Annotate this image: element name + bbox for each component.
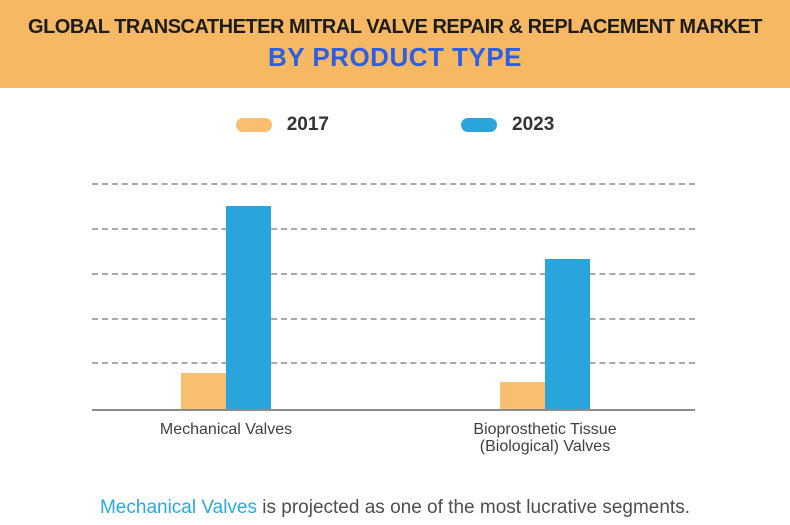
footer-caption: Mechanical Valves is projected as one of… (0, 496, 790, 520)
bar-2023-mechanical-valves (226, 205, 271, 409)
bar-2017-mechanical-valves (181, 373, 226, 409)
gridline (92, 362, 695, 365)
bar-2017-bioprosthetic-valves (500, 382, 545, 409)
plot-area: Mechanical Valves Bioprosthetic Tissue (… (92, 163, 695, 455)
legend-item-2017: 2017 (235, 114, 329, 136)
chart-title: GLOBAL TRANSCATHETER MITRAL VALVE REPAIR… (28, 16, 762, 38)
gridline (92, 183, 695, 186)
gridline (92, 228, 695, 231)
legend-item-2023: 2023 (461, 114, 554, 136)
bar-group-mechanical-valves: Mechanical Valves (160, 163, 292, 438)
legend-swatch-2023-icon (461, 118, 497, 132)
footer-highlight: Mechanical Valves (99, 497, 257, 518)
footer-text: is projected as one of the most lucrativ… (257, 497, 690, 518)
header-band: GLOBAL TRANSCATHETER MITRAL VALVE REPAIR… (0, 0, 790, 88)
legend-label-2023: 2023 (512, 114, 555, 135)
category-label-bioprosthetic-valves: Bioprosthetic Tissue (Biological) Valves (473, 421, 617, 455)
bar-2023-bioprosthetic-valves (545, 259, 590, 409)
bar-group-bioprosthetic-valves: Bioprosthetic Tissue (Biological) Valves (473, 163, 617, 455)
gridline (92, 317, 695, 320)
legend: 2017 2023 (0, 112, 790, 138)
legend-swatch-2017-icon (235, 118, 272, 132)
legend-label-2017: 2017 (286, 114, 329, 135)
gridline (92, 272, 695, 275)
chart-subtitle: BY PRODUCT TYPE (267, 42, 523, 72)
category-label-mechanical-valves: Mechanical Valves (159, 421, 293, 438)
x-axis-line (92, 409, 695, 411)
